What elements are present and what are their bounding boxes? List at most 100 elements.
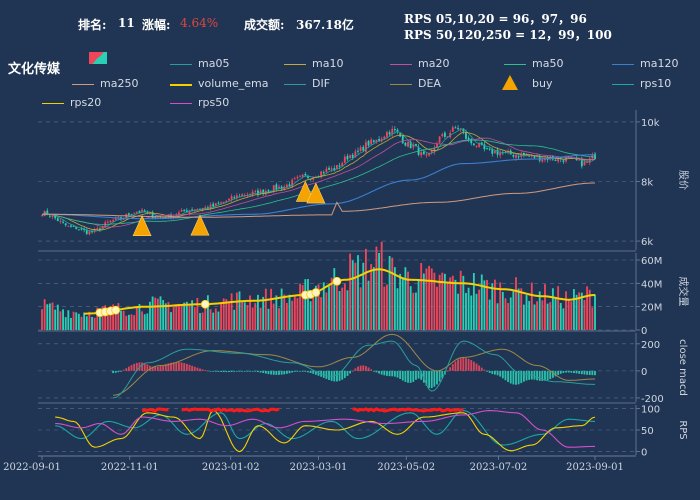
turnover-label: 成交额: xyxy=(244,18,285,32)
legend-swatch-ma120 xyxy=(612,64,634,65)
macd-hist-bar xyxy=(127,366,130,371)
legend-label-DIF: DIF xyxy=(312,77,331,90)
candle-body xyxy=(375,139,378,143)
candle-body xyxy=(554,160,557,162)
macd-hist-bar xyxy=(159,366,162,371)
macd-hist-bar xyxy=(354,368,357,371)
macd-hist-bar xyxy=(151,366,154,371)
macd-hist-bar xyxy=(280,370,283,375)
candle-body xyxy=(154,217,157,219)
candle-body xyxy=(407,142,409,147)
macd-hist-bar xyxy=(554,370,557,377)
candle-body xyxy=(141,209,143,212)
volume-bar xyxy=(196,297,199,330)
volume-bar xyxy=(151,296,154,330)
candle-body xyxy=(483,144,486,150)
turnover-value: 367.18亿 xyxy=(296,18,354,32)
macd-hist-bar xyxy=(235,370,238,372)
volume-bar xyxy=(409,286,412,330)
volume-bar xyxy=(417,280,420,330)
volume-bar xyxy=(125,315,128,330)
macd-hist-bar xyxy=(251,370,254,372)
volume-bar xyxy=(85,316,88,330)
volume-bar xyxy=(364,248,367,330)
macd-hist-bar xyxy=(212,370,215,372)
volume-bar xyxy=(249,295,251,330)
macd-hist-bar xyxy=(193,366,196,371)
volume-bar xyxy=(428,265,431,330)
volume-bar xyxy=(367,280,370,330)
legend-label-ma250: ma250 xyxy=(100,77,139,90)
macd-hist-bar xyxy=(135,362,138,371)
volume-bar xyxy=(562,308,565,330)
macd-hist-bar xyxy=(293,370,296,372)
rps-line-2: RPS 50,120,250 = 12，99，100 xyxy=(404,28,612,42)
candle-body xyxy=(127,213,130,215)
candle-body xyxy=(175,214,178,216)
macd-hist-bar xyxy=(154,366,157,371)
volume-bar xyxy=(567,300,570,330)
macd-hist-bar xyxy=(509,370,512,384)
candle-body xyxy=(330,168,333,170)
candle-body xyxy=(525,155,528,157)
volume-bar xyxy=(378,252,380,330)
candle-legend-icon xyxy=(89,52,107,64)
macd-hist-bar xyxy=(565,370,567,373)
volume-bar xyxy=(554,298,557,330)
volume-bar xyxy=(104,305,107,330)
candle-body xyxy=(325,168,328,173)
y-axis-label: 股价 xyxy=(677,170,689,190)
volume-bar xyxy=(404,267,407,330)
macd-hist-bar xyxy=(536,370,538,381)
macd-hist-bar xyxy=(130,365,133,371)
candle-body xyxy=(59,220,62,222)
candle-body xyxy=(285,184,288,187)
candle-body xyxy=(478,142,481,147)
candle-body xyxy=(217,202,220,204)
candle-body xyxy=(354,151,357,158)
candle-body xyxy=(491,149,494,154)
volume-bar xyxy=(472,273,475,330)
volume-bar xyxy=(420,263,423,330)
legend-swatch-ma20 xyxy=(390,64,412,65)
macd-hist-bar xyxy=(549,370,552,380)
volume-bar xyxy=(570,301,573,330)
volume-bar xyxy=(425,268,428,330)
macd-hist-bar xyxy=(557,370,560,375)
buy-signal-marker xyxy=(190,214,210,236)
macd-hist-bar xyxy=(525,370,528,381)
legend-label-rps50: rps50 xyxy=(198,96,230,109)
macd-hist-bar xyxy=(222,370,225,373)
candle-body xyxy=(541,158,544,162)
volume-bar xyxy=(407,271,409,330)
candle-body xyxy=(77,229,80,231)
legend-label-rps20: rps20 xyxy=(70,96,102,109)
volume-bar xyxy=(141,311,143,330)
macd-hist-bar xyxy=(359,365,362,371)
x-tick-label: 2023-01-02 xyxy=(202,462,260,473)
x-tick-label: 2022-09-01 xyxy=(3,462,61,473)
macd-hist-bar xyxy=(162,365,165,371)
candle-body xyxy=(580,158,583,167)
volume-bar xyxy=(546,303,549,330)
candle-body xyxy=(367,140,370,146)
volume-bar xyxy=(114,310,117,330)
macd-hist-bar xyxy=(425,370,428,386)
y-tick-label: 20M xyxy=(641,303,662,314)
volume-bar xyxy=(188,304,191,330)
y-tick-label: 6k xyxy=(641,237,653,248)
candle-body xyxy=(230,196,233,200)
volume-bar xyxy=(309,301,312,330)
macd-hist-bar xyxy=(172,362,175,371)
volume-signal-dot xyxy=(311,288,321,297)
volume-bar xyxy=(438,274,441,330)
volume-bar xyxy=(170,312,172,330)
candle-body xyxy=(75,226,78,230)
macd-hist-bar xyxy=(459,358,462,371)
macd-hist-bar xyxy=(591,370,594,376)
volume-bar xyxy=(307,279,309,330)
candle-body xyxy=(262,189,265,194)
y-tick-label: 10k xyxy=(641,118,660,129)
macd-hist-bar xyxy=(404,370,407,382)
volume-bar xyxy=(127,314,130,330)
